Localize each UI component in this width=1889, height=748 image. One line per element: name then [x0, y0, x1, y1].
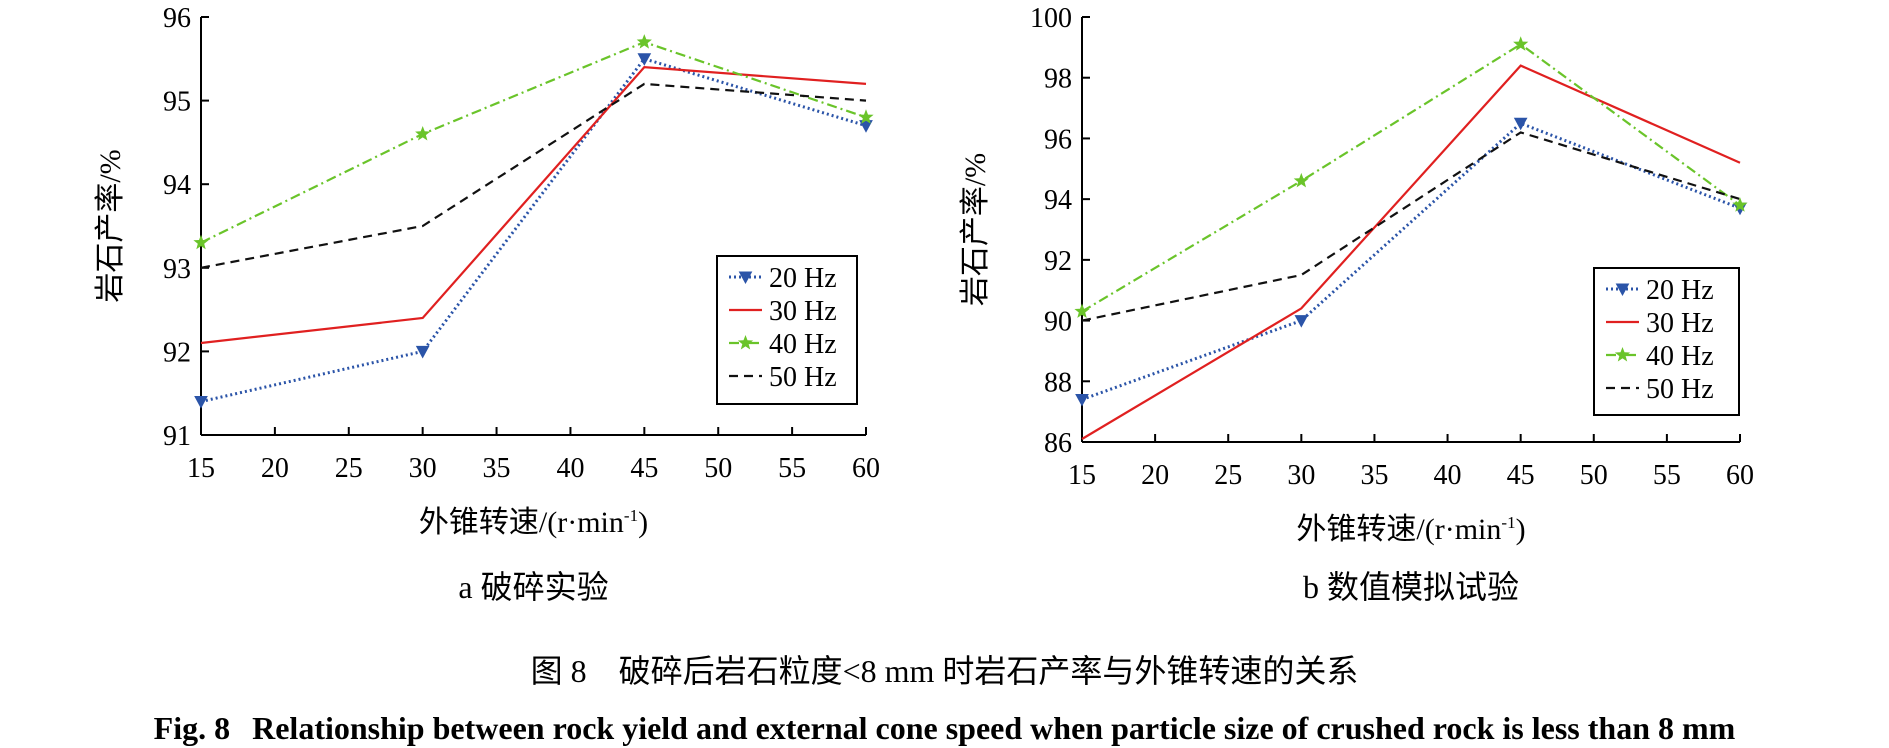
y-tick-label: 98: [1044, 64, 1072, 95]
x-tick-label: 50: [1580, 460, 1608, 491]
data-point-star: [636, 34, 652, 49]
x-tick-label: 25: [335, 453, 363, 484]
x-axis-title-end: ): [1516, 513, 1526, 546]
x-tick-label: 35: [1360, 460, 1388, 491]
series-line: [1081, 64, 1741, 440]
data-point-triangle: [637, 53, 652, 66]
x-tick-label: 40: [1434, 460, 1462, 491]
x-tick-label: 55: [778, 453, 806, 484]
x-axis-title-end: ): [638, 506, 648, 539]
y-tick-label: 90: [1044, 307, 1072, 338]
x-tick-label: 55: [1653, 460, 1681, 491]
series-line: [200, 66, 867, 345]
x-tick-label: 40: [556, 453, 584, 484]
x-tick-label: 15: [1068, 460, 1096, 491]
data-point-star: [1614, 347, 1631, 362]
x-tick-label: 60: [1726, 460, 1754, 491]
data-point-triangle: [415, 345, 430, 359]
data-point-triangle: [194, 396, 208, 409]
data-point-triangle: [738, 271, 753, 285]
chart-sublabel: b 数值模拟试验: [1303, 569, 1519, 605]
x-tick-label: 25: [1214, 460, 1242, 491]
y-tick-label: 94: [1044, 185, 1072, 216]
data-point-star: [415, 126, 431, 141]
series-3: [1074, 36, 1748, 318]
data-point-triangle: [1294, 315, 1309, 328]
legend-box: [716, 255, 858, 405]
legend-label: 40 Hz: [1646, 341, 1714, 372]
y-axis-title: 岩石产率/%: [959, 153, 992, 306]
x-axis-title: 外锥转速/(r·min-1): [1296, 513, 1525, 546]
series-4: [1081, 131, 1741, 322]
data-point-star: [1513, 36, 1529, 51]
y-tick-label: 95: [163, 87, 191, 118]
y-tick-label: 93: [163, 254, 191, 285]
data-point-star: [858, 109, 874, 124]
y-tick-label: 100: [1030, 3, 1072, 34]
series-3: [193, 34, 874, 250]
x-tick-label: 30: [409, 453, 437, 484]
x-tick-label: 60: [852, 453, 880, 484]
x-tick-label: 45: [630, 453, 658, 484]
x-tick-label: 50: [704, 453, 732, 484]
data-point-star: [1732, 197, 1748, 212]
data-point-star: [193, 234, 209, 250]
data-point-star: [1074, 303, 1090, 318]
x-tick-label: 15: [187, 453, 215, 484]
legend-label: 30 Hz: [1646, 308, 1714, 339]
chart-a: 91 92 93 94 95 96 15 20 25 30 35 40 45 50 55 60 外锥转速/(r·…: [94, 3, 880, 605]
y-tick-label: 96: [1044, 124, 1072, 155]
data-point-star: [1293, 172, 1309, 188]
y-tick-label: 86: [1044, 428, 1072, 459]
legend-label: 30 Hz: [769, 296, 837, 327]
series-2: [1081, 64, 1741, 440]
legend-label: 40 Hz: [769, 329, 837, 360]
legend-label: 20 Hz: [769, 263, 837, 294]
x-axis-title-superscript: -1: [1501, 513, 1515, 532]
y-tick-label: 88: [1044, 367, 1072, 398]
x-axis-title-superscript: -1: [624, 506, 638, 525]
series-2: [200, 66, 867, 345]
series-4: [200, 82, 867, 269]
series-line: [1081, 131, 1741, 322]
chart-b: 86 88 90 92 94 96 98 100 15 20 25 30 35 40 45 50 55 60 外锥转…: [959, 3, 1754, 605]
legend-label: 20 Hz: [1646, 275, 1714, 306]
figure-caption-en: Fig. 8 Relationship between rock yield an…: [0, 710, 1889, 747]
series-line: [200, 40, 867, 244]
x-tick-label: 45: [1507, 460, 1535, 491]
data-point-triangle: [1615, 283, 1630, 297]
legend-label: 50 Hz: [1646, 374, 1714, 405]
legend-label: 50 Hz: [769, 362, 837, 393]
x-tick-label: 20: [261, 453, 289, 484]
y-tick-label: 96: [163, 3, 191, 34]
series-line: [200, 82, 867, 269]
y-axis-title: 岩石产率/%: [94, 149, 127, 302]
series-line: [1081, 42, 1741, 313]
x-tick-label: 30: [1287, 460, 1315, 491]
y-tick-label: 94: [163, 170, 191, 201]
data-point-star: [737, 335, 754, 350]
figure-label-en: Fig. 8: [153, 710, 231, 746]
y-tick-label: 92: [1044, 246, 1072, 277]
y-tick-label: 92: [163, 337, 191, 368]
data-point-triangle: [1075, 394, 1089, 407]
figure-caption-cn: 图 8 破碎后岩石粒度<8 mm 时岩石产率与外锥转速的关系: [530, 653, 1359, 689]
legend-box: [1593, 267, 1740, 416]
data-point-triangle: [1513, 117, 1528, 131]
x-axis-title: 外锥转速/(r·min-1): [419, 506, 648, 539]
x-tick-label: 35: [483, 453, 511, 484]
chart-sublabel: a 破碎实验: [458, 569, 608, 605]
figure-caption-en-text: Relationship between rock yield and exte…: [252, 710, 1736, 746]
x-tick-label: 20: [1141, 460, 1169, 491]
y-tick-label: 91: [163, 421, 191, 452]
